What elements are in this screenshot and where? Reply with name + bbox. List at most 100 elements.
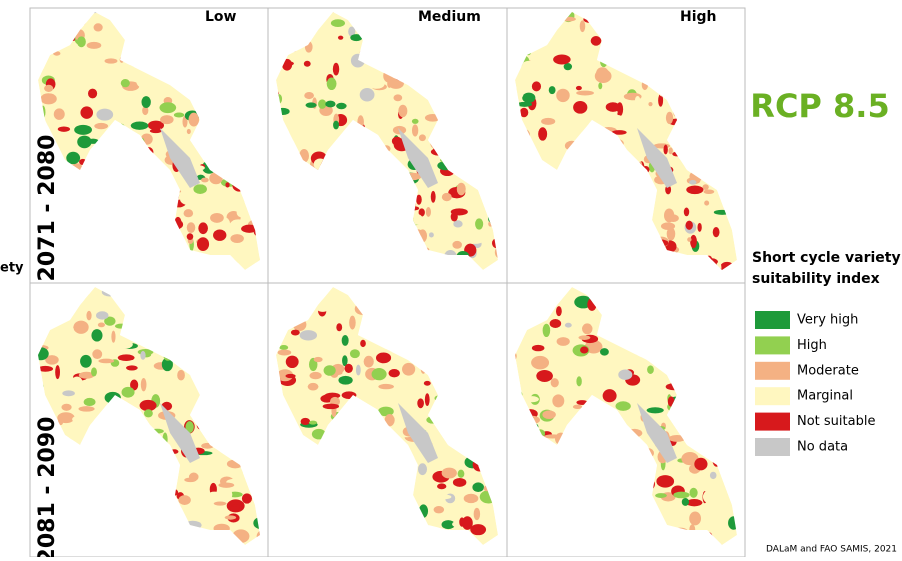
map-patch (187, 129, 191, 134)
map-patch (159, 102, 176, 113)
map-patch (84, 398, 96, 406)
map-patch (472, 482, 484, 492)
legend-title-box: Short cycle variety suitability index (752, 248, 902, 298)
map-patch (591, 36, 602, 46)
map-patch (580, 346, 588, 353)
map-patch (462, 516, 473, 530)
legend-label: Not suitable (797, 414, 875, 429)
map-patch (453, 503, 465, 514)
legend-title: Short cycle variety suitability index (752, 248, 902, 290)
map-patch (126, 365, 138, 370)
map-patch (73, 321, 88, 334)
map-patch (318, 99, 326, 109)
map-patch (697, 507, 709, 514)
map-patch (697, 223, 701, 232)
map-patch (91, 329, 102, 341)
map-patch (88, 89, 97, 99)
map-patch (541, 118, 555, 125)
map-patch (408, 388, 417, 397)
column-header: High (680, 9, 717, 25)
source: DALaM and FAO SAMIS, 2021 (766, 545, 897, 555)
map-patch (350, 349, 360, 358)
map-patch (686, 221, 693, 230)
map-patch (426, 207, 431, 217)
map-patch (648, 102, 652, 106)
map-patch (197, 237, 209, 251)
row-label: 2071 - 2080 (35, 135, 60, 282)
map-patch (333, 121, 339, 130)
legend-swatch (755, 311, 790, 329)
map-patch (398, 105, 407, 117)
map-patch (237, 208, 248, 218)
map-patch (218, 482, 234, 487)
map-patch (54, 108, 65, 120)
map-patch (187, 233, 194, 240)
map-patch (475, 218, 483, 229)
map-patch (144, 409, 153, 417)
map-patch (198, 222, 208, 234)
map-patch (424, 381, 431, 386)
map-patch (369, 79, 385, 89)
map-patch (58, 126, 70, 131)
map-patch (690, 235, 697, 248)
map-patch (412, 119, 419, 124)
map-patch (141, 96, 150, 108)
map-patch (177, 370, 185, 381)
map-patch (682, 498, 689, 506)
legend-label: No data (797, 440, 848, 455)
map-patch (393, 389, 402, 400)
map-patch (306, 102, 317, 107)
map-patch (655, 493, 667, 498)
map-patch (557, 337, 570, 346)
map-patch (309, 421, 317, 425)
map-patch (55, 134, 71, 145)
map-patch (635, 96, 640, 104)
map-patch (467, 239, 482, 244)
map-patch (417, 398, 424, 408)
row-label: 2081 - 2090 (35, 417, 60, 557)
map-patch (86, 311, 91, 321)
map-patch (360, 340, 366, 347)
map-patch (689, 488, 697, 498)
map-patch (600, 348, 609, 355)
map-patch (230, 234, 243, 243)
legend-swatch (755, 438, 790, 456)
map-patch (673, 492, 689, 499)
map-patch (187, 222, 195, 233)
map-patch (481, 252, 489, 261)
map-patch (703, 490, 716, 503)
map-patch (553, 55, 571, 65)
map-patch (336, 323, 342, 331)
column-header: Medium (418, 9, 481, 25)
map-patch (80, 106, 93, 118)
map-patch (225, 515, 237, 519)
map-patch (556, 89, 569, 102)
legend-swatch (755, 387, 790, 405)
map-patch (323, 404, 339, 410)
map-patch (98, 359, 114, 364)
map-patch (431, 191, 436, 203)
map-patch (663, 145, 667, 155)
map-patch (121, 79, 130, 87)
map-patch (209, 492, 221, 497)
map-patch (72, 377, 83, 387)
map-patch (44, 85, 53, 92)
map-patch (55, 365, 60, 379)
map-patch (285, 374, 295, 378)
map-patch (225, 182, 229, 187)
map-patch (304, 61, 311, 67)
map-patch (301, 418, 310, 425)
map-patch (80, 355, 92, 368)
map-patch (576, 86, 582, 90)
map-patch (425, 393, 430, 406)
map-patch (115, 340, 133, 349)
map-patch (704, 201, 709, 206)
map-patch (603, 389, 617, 402)
map-patch (580, 20, 586, 32)
map-patch (174, 112, 184, 117)
map-patch (522, 93, 535, 103)
map-patch (532, 81, 541, 91)
map-patch (412, 124, 418, 136)
map-patch (393, 94, 402, 101)
map-patch (573, 405, 582, 409)
